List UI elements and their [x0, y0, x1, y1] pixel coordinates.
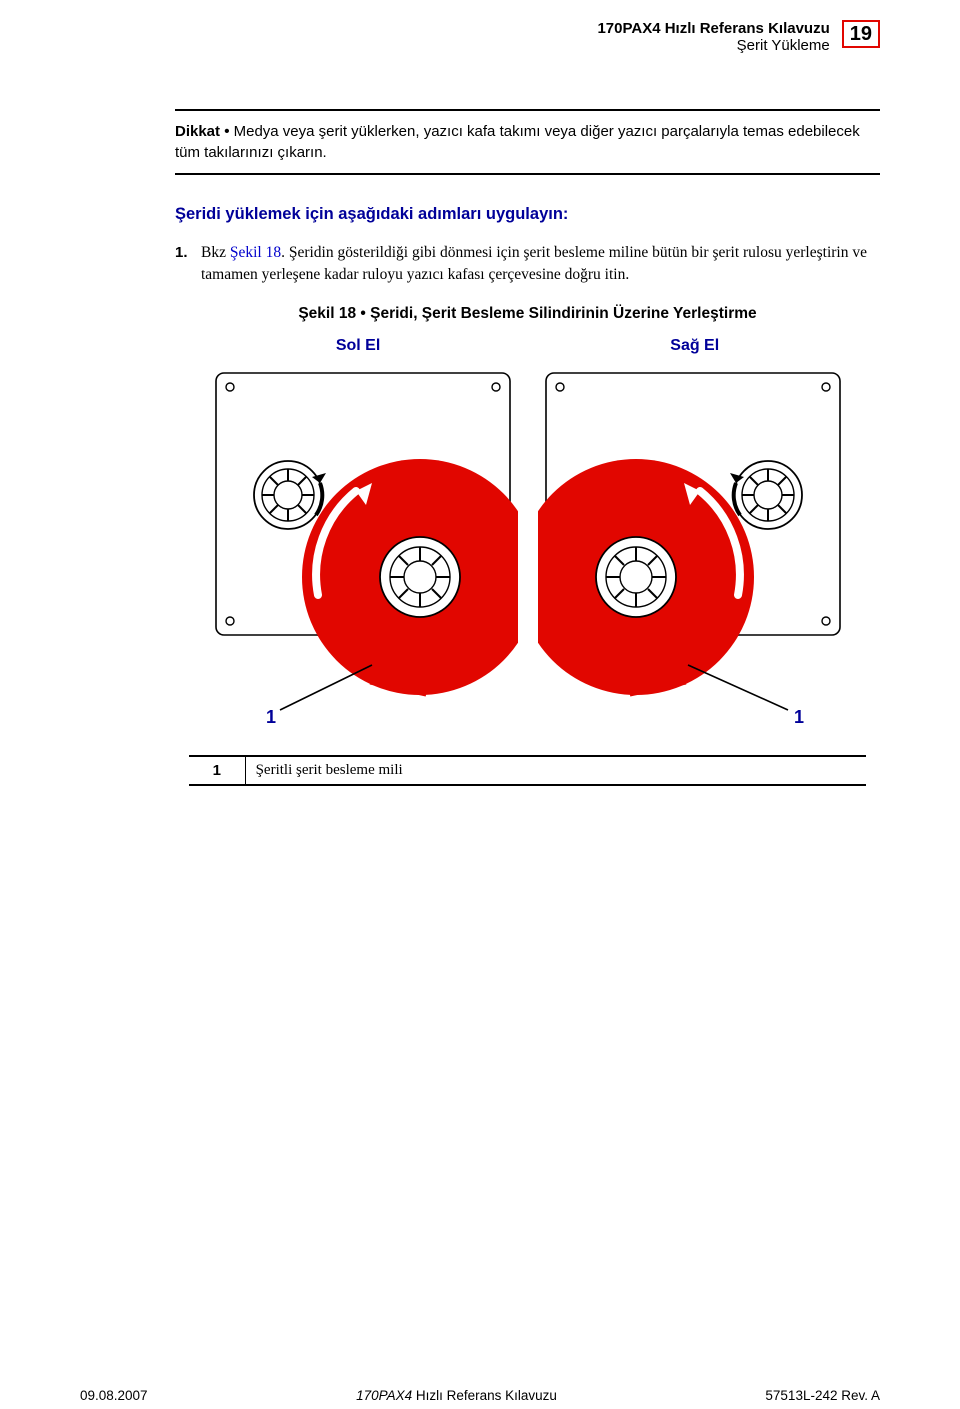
content-area: Dikkat • Medya veya şerit yüklerken, yaz… — [115, 109, 880, 786]
footer-rev: 57513L-242 Rev. A — [765, 1388, 880, 1403]
figure-area: 1 — [175, 365, 880, 735]
left-panel-diagram: 1 — [208, 365, 518, 735]
doc-subtitle: Şerit Yükleme — [597, 37, 829, 54]
caution-box: Dikkat • Medya veya şerit yüklerken, yaz… — [175, 109, 880, 175]
legend-table: 1 Şeritli şerit besleme mili — [189, 755, 866, 786]
page-number: 19 — [850, 23, 872, 45]
footer-doc-name: 170PAX4 Hızlı Referans Kılavuzu — [356, 1388, 557, 1403]
page-header: 170PAX4 Hızlı Referans Kılavuzu Şerit Yü… — [115, 20, 880, 54]
legend-row-1-text: Şeritli şerit besleme mili — [245, 757, 866, 785]
callout-1-left: 1 — [266, 707, 276, 727]
header-text-block: 170PAX4 Hızlı Referans Kılavuzu Şerit Yü… — [597, 20, 829, 54]
step-1: 1. Bkz Şekil 18. Şeridin gösterildiği gi… — [175, 242, 880, 285]
callout-1-right: 1 — [794, 707, 804, 727]
left-hand-label: Sol El — [336, 337, 380, 355]
legend-row-1: 1 Şeritli şerit besleme mili — [189, 757, 866, 785]
right-panel-diagram: 1 — [538, 365, 848, 735]
right-hand-label: Sağ El — [670, 337, 719, 355]
page-footer: 09.08.2007 170PAX4 Hızlı Referans Kılavu… — [80, 1388, 880, 1403]
figure-caption: Şekil 18 • Şeridi, Şerit Besleme Silindi… — [175, 305, 880, 323]
step-1-post: . Şeridin gösterildiği gibi dönmesi için… — [201, 244, 867, 283]
page-number-box: 19 — [842, 20, 880, 48]
page: 170PAX4 Hızlı Referans Kılavuzu Şerit Yü… — [0, 0, 960, 1409]
caution-label: Dikkat • — [175, 123, 229, 140]
footer-date: 09.08.2007 — [80, 1388, 148, 1403]
step-1-pre: Bkz — [201, 244, 230, 261]
footer-rest: Hızlı Referans Kılavuzu — [412, 1388, 557, 1403]
doc-title: 170PAX4 Hızlı Referans Kılavuzu — [597, 20, 829, 37]
figure-reference-link[interactable]: Şekil 18 — [230, 244, 281, 261]
footer-italic: 170PAX4 — [356, 1388, 412, 1403]
caution-text: Medya veya şerit yüklerken, yazıcı kafa … — [175, 123, 860, 161]
step-1-number: 1. — [175, 242, 188, 263]
figure-hand-labels: Sol El Sağ El — [175, 337, 880, 355]
section-heading: Şeridi yüklemek için aşağıdaki adımları … — [175, 205, 880, 224]
legend-row-1-num: 1 — [189, 757, 245, 785]
